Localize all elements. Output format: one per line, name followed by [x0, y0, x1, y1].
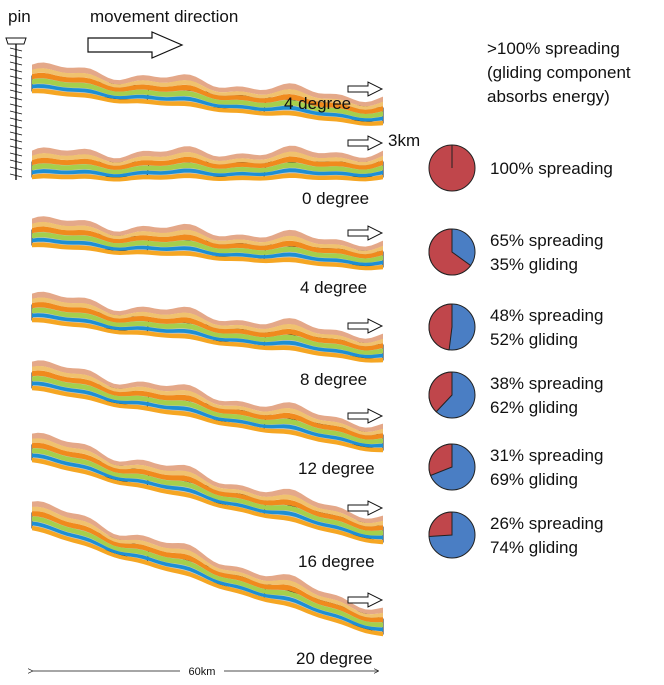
pie-caption-line: 62% gliding — [490, 398, 578, 417]
strata-layer — [32, 448, 383, 536]
angle-label: 16 degree — [298, 552, 375, 571]
strata-layer — [32, 360, 383, 432]
strata-layer — [32, 457, 383, 545]
spreading-slice — [428, 511, 453, 537]
model-3: 4 degree 65% spreading 35% gliding — [31, 216, 603, 297]
strata-layer — [32, 145, 383, 163]
strata-layer — [32, 291, 383, 344]
strata-layer — [32, 237, 383, 266]
strata-layer — [32, 151, 383, 166]
strata-layer — [32, 221, 383, 255]
movement-arrow-icon — [347, 318, 384, 334]
strata-layer — [32, 506, 383, 618]
pin-screw-icon — [5, 37, 27, 180]
scale-bar-label: 60km — [189, 666, 216, 678]
strata-layer — [32, 521, 383, 632]
strata-layer — [32, 511, 383, 623]
spreading-slice — [428, 228, 472, 276]
top-text-line-3: absorbs energy) — [487, 87, 610, 106]
angle-label: 8 degree — [300, 370, 367, 389]
strata-layer — [32, 438, 383, 527]
strata-layer — [32, 84, 383, 122]
strata-layer — [32, 88, 383, 126]
movement-arrow-icon — [347, 81, 384, 97]
angle-label: 0 degree — [302, 189, 369, 208]
strata-layer — [32, 370, 383, 440]
strata-layer — [32, 78, 383, 119]
pie-caption-line: 74% gliding — [490, 538, 578, 557]
model-6: 16 degree 31% spreading 69% gliding — [31, 432, 603, 571]
strata-layer — [32, 156, 383, 170]
movement-arrow-icon — [347, 500, 384, 516]
movement-arrow-icon — [347, 408, 384, 424]
pie-caption-line: 35% gliding — [490, 255, 578, 274]
angle-label: 4 degree — [300, 278, 367, 297]
model-5: 12 degree 38% spreading 62% gliding — [31, 360, 603, 478]
pie-caption-line: 48% spreading — [490, 306, 603, 325]
pie-caption-line: 100% spreading — [490, 159, 613, 178]
strata-layer — [32, 302, 383, 351]
model-stack: 4 degree 0 degree 100% spreading 4 degree 65… — [31, 62, 613, 668]
strata-layer — [32, 453, 383, 540]
movement-direction-label: movement direction — [90, 7, 238, 26]
strata-layer — [32, 297, 383, 347]
pie-caption-line: 26% spreading — [490, 514, 603, 533]
spreading-slice — [428, 303, 453, 351]
strata-layer — [32, 62, 383, 107]
pin-label: pin — [8, 7, 31, 26]
top-text-line-2: (gliding component — [487, 63, 631, 82]
strata-layer — [32, 242, 383, 271]
strata-layer — [32, 216, 383, 251]
strata-layer — [32, 432, 383, 524]
thickness-label: 3km — [388, 131, 420, 150]
model-7: 20 degree 26% spreading 74% gliding — [31, 501, 603, 668]
strata-layer — [32, 365, 383, 436]
strata-layer — [32, 501, 383, 615]
strata-layer — [32, 68, 383, 110]
strata-layer — [32, 226, 383, 259]
movement-direction-arrow-icon — [87, 31, 184, 59]
top-text-line-1: >100% spreading — [487, 39, 620, 58]
strata-layer — [32, 376, 383, 444]
strata-layer — [32, 232, 383, 263]
strata-layer — [32, 385, 383, 453]
spreading-slice — [428, 371, 453, 413]
pie-caption-line: 38% spreading — [490, 374, 603, 393]
movement-arrow-icon — [347, 135, 384, 151]
strata-layer — [32, 381, 383, 448]
angle-label: 4 degree — [284, 94, 351, 113]
model-1: 4 degree — [31, 62, 384, 126]
strata-layer — [32, 72, 383, 114]
strata-layer — [32, 162, 383, 175]
spreading-slice — [428, 443, 453, 477]
pie-caption-line: 52% gliding — [490, 330, 578, 349]
strata-layer — [32, 516, 383, 628]
strata-layer — [32, 317, 383, 363]
strata-layer — [32, 173, 383, 182]
model-4: 8 degree 48% spreading 52% gliding — [31, 291, 603, 389]
angle-label: 12 degree — [298, 459, 375, 478]
angle-label: 20 degree — [296, 649, 373, 668]
strata-layer — [32, 442, 383, 531]
movement-arrow-icon — [347, 225, 384, 241]
model-2: 0 degree 100% spreading — [31, 135, 613, 208]
movement-arrow-icon — [347, 592, 384, 608]
pie-caption-line: 65% spreading — [490, 231, 603, 250]
strata-layer — [32, 313, 383, 359]
strata-layer — [32, 168, 383, 178]
scale-bar: 60km — [32, 664, 378, 678]
strata-layer — [32, 307, 383, 355]
strata-layer — [32, 525, 383, 637]
pie-caption-line: 31% spreading — [490, 446, 603, 465]
pie-caption-line: 69% gliding — [490, 470, 578, 489]
